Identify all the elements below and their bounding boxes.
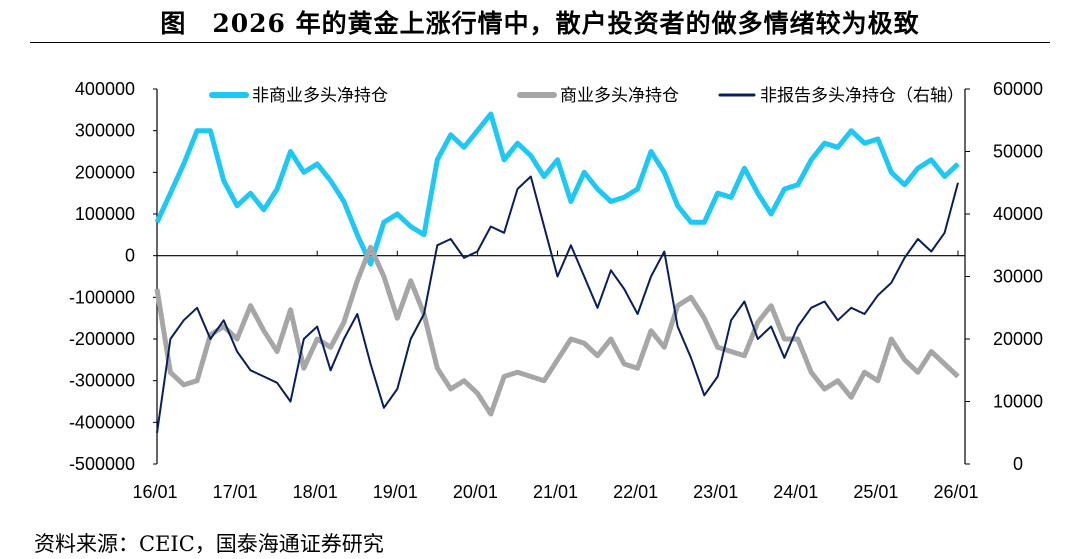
series-lines (154, 111, 960, 433)
axes: 4000003000002000001000000-100000-200000-… (69, 79, 1043, 502)
right-tick-label: 50000 (993, 142, 1043, 162)
x-tick-label: 18/01 (293, 482, 338, 502)
left-tick-label: -500000 (69, 454, 135, 474)
title-divider (30, 42, 1050, 43)
series-line-1 (154, 111, 960, 267)
legend-label: 非商业多头净持仓 (252, 86, 388, 106)
left-tick-label: 200000 (75, 162, 135, 182)
x-tick-label: 26/01 (933, 482, 978, 502)
legend-label: 非报告多头净持仓（右轴） (760, 86, 964, 106)
right-tick-label: 0 (1013, 454, 1023, 474)
x-tick-label: 21/01 (533, 482, 578, 502)
right-tick-label: 20000 (993, 329, 1043, 349)
right-tick-label: 60000 (993, 79, 1043, 99)
series-line-3 (156, 175, 959, 433)
x-tick-label: 22/01 (613, 482, 658, 502)
left-tick-label: 300000 (75, 121, 135, 141)
left-tick-label: 400000 (75, 79, 135, 99)
series-line-2 (154, 244, 960, 417)
left-tick-label: -100000 (69, 287, 135, 307)
legend-label: 商业多头净持仓 (560, 86, 679, 106)
figure-title: 图 2026 年的黄金上涨行情中，散户投资者的做多情绪较为极致 (160, 9, 920, 38)
source-note: 资料来源：CEIC，国泰海通证券研究 (34, 532, 384, 556)
right-tick-label: 10000 (993, 392, 1043, 412)
x-tick-label: 16/01 (132, 482, 177, 502)
right-tick-label: 40000 (993, 204, 1043, 224)
right-tick-label: 30000 (993, 267, 1043, 287)
x-tick-label: 20/01 (453, 482, 498, 502)
x-tick-label: 17/01 (213, 482, 258, 502)
left-tick-label: 100000 (75, 204, 135, 224)
left-tick-label: -400000 (69, 412, 135, 432)
x-tick-label: 24/01 (773, 482, 818, 502)
left-tick-label: 0 (125, 246, 135, 266)
left-tick-label: -200000 (69, 329, 135, 349)
legend: 非商业多头净持仓 商业多头净持仓 非报告多头净持仓（右轴） (209, 86, 964, 106)
x-tick-label: 23/01 (693, 482, 738, 502)
x-tick-label: 19/01 (373, 482, 418, 502)
left-tick-label: -300000 (69, 371, 135, 391)
x-tick-label: 25/01 (853, 482, 898, 502)
